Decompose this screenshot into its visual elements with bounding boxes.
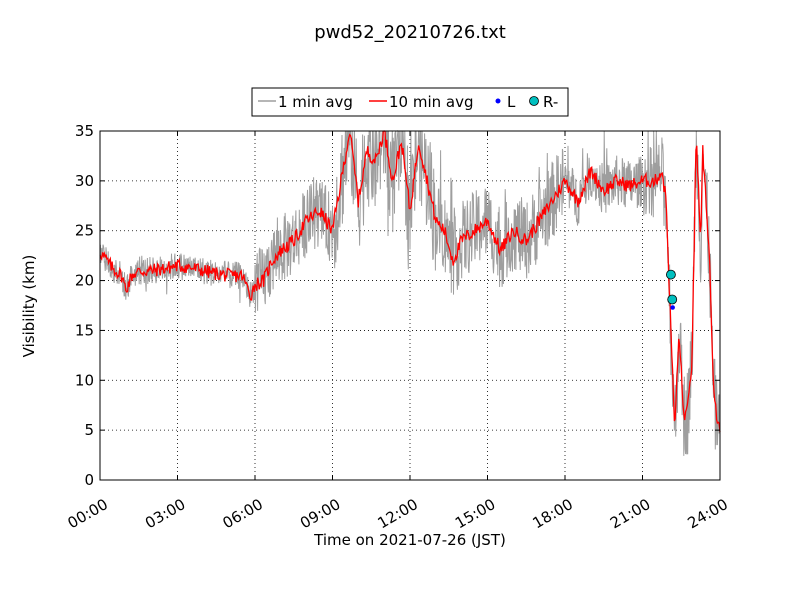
ten-min-series bbox=[99, 130, 721, 433]
x-axis-label: Time on 2021-07-26 (JST) bbox=[313, 531, 506, 549]
legend-ten-min-label: 10 min avg bbox=[389, 93, 474, 111]
legend-L-marker bbox=[495, 98, 501, 104]
L-marker bbox=[670, 305, 675, 310]
legend-R-marker bbox=[529, 96, 539, 106]
chart-title: pwd52_20210726.txt bbox=[314, 22, 506, 43]
y-tick-label: 20 bbox=[75, 272, 94, 290]
legend-L-label: L bbox=[507, 93, 516, 111]
legend: 1 min avg 10 min avg L R- bbox=[251, 87, 569, 117]
y-tick-label: 35 bbox=[75, 122, 94, 140]
y-tick-label: 30 bbox=[75, 172, 94, 190]
y-tick-label: 15 bbox=[75, 321, 94, 339]
y-tick-label: 5 bbox=[84, 421, 94, 439]
y-axis-label: Visibility (km) bbox=[20, 255, 38, 358]
legend-one-min-label: 1 min avg bbox=[278, 93, 353, 111]
y-tick-label: 0 bbox=[84, 471, 94, 489]
ten-min-line bbox=[99, 130, 721, 433]
R-marker bbox=[666, 269, 676, 280]
legend-box bbox=[251, 87, 569, 117]
R-marker bbox=[667, 294, 678, 305]
y-tick-label: 10 bbox=[75, 371, 94, 389]
y-tick-label: 25 bbox=[75, 222, 94, 240]
markers bbox=[666, 269, 678, 310]
legend-R-label: R- bbox=[543, 93, 558, 111]
